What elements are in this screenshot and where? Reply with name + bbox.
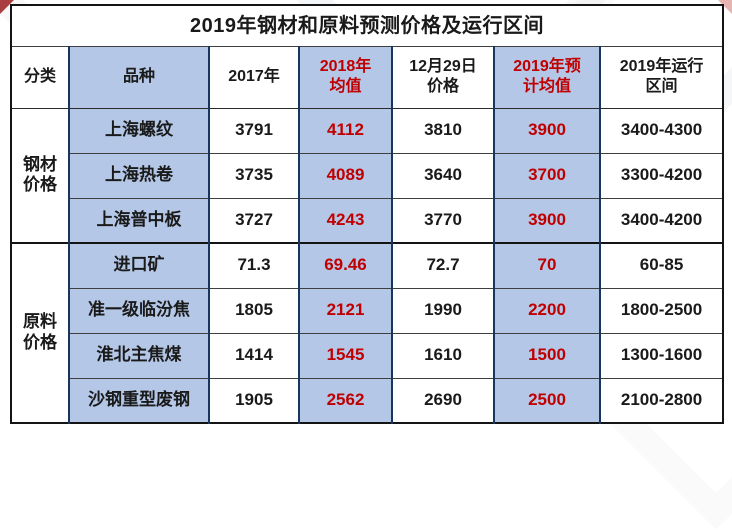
table-row: 淮北主焦煤 1414 1545 1610 1500 1300-1600 [11, 332, 724, 379]
table-row: 上海普中板 3727 4243 3770 3900 3400-4200 [11, 197, 724, 244]
cell-2019-range: 60-85 [599, 242, 724, 289]
cell-dec29: 3640 [391, 152, 495, 199]
column-header-2017: 2017年 [208, 45, 300, 109]
column-header-category: 分类 [10, 45, 70, 109]
table-row: 原料 价格 进口矿 71.3 69.46 72.7 70 60-85 [10, 242, 724, 424]
cell-2019-range: 3400-4200 [599, 197, 724, 244]
column-header-variety: 品种 [68, 45, 210, 109]
cell-dec29: 2690 [391, 377, 495, 424]
cell-2019-forecast: 3700 [493, 152, 601, 199]
cell-variety: 淮北主焦煤 [68, 332, 210, 379]
cell-variety: 沙钢重型废钢 [68, 377, 210, 424]
cell-2018-avg: 2121 [298, 287, 393, 334]
cell-variety: 准一级临汾焦 [68, 287, 210, 334]
price-forecast-table: 2019年钢材和原料预测价格及运行区间 分类 品种 2017年 2018年 均值… [10, 4, 725, 424]
table-row: 准一级临汾焦 1805 2121 1990 2200 1800-2500 [11, 287, 724, 334]
cell-variety: 上海普中板 [68, 197, 210, 244]
column-header-2019-range: 2019年运行 区间 [599, 45, 724, 109]
cell-dec29: 3770 [391, 197, 495, 244]
cell-2019-range: 3300-4200 [599, 152, 724, 199]
cell-2019-forecast: 2500 [493, 377, 601, 424]
cell-2017: 3735 [208, 152, 300, 199]
cell-2019-forecast: 3900 [493, 197, 601, 244]
cell-2017: 1905 [208, 377, 300, 424]
cell-dec29: 3810 [391, 107, 495, 154]
table-title: 2019年钢材和原料预测价格及运行区间 [10, 4, 724, 47]
cell-2019-forecast: 2200 [493, 287, 601, 334]
cell-2017: 1414 [208, 332, 300, 379]
cell-2018-avg: 1545 [298, 332, 393, 379]
cell-2017: 3727 [208, 197, 300, 244]
group-label-raw-materials: 原料 价格 [10, 242, 70, 424]
cell-2018-avg: 4243 [298, 197, 393, 244]
cell-2018-avg: 4112 [298, 107, 393, 154]
cell-2019-range: 2100-2800 [599, 377, 724, 424]
header-row: 分类 品种 2017年 2018年 均值 12月29日 价格 2019年预 计均… [10, 45, 724, 109]
cell-2019-range: 1800-2500 [599, 287, 724, 334]
group-label-steel: 钢材 价格 [10, 107, 70, 244]
cell-dec29: 1990 [391, 287, 495, 334]
cell-2019-forecast: 1500 [493, 332, 601, 379]
cell-2017: 3791 [208, 107, 300, 154]
table-row: 沙钢重型废钢 1905 2562 2690 2500 2100-2800 [11, 377, 724, 424]
table-title-row: 2019年钢材和原料预测价格及运行区间 [10, 4, 724, 47]
table-row: 钢材 价格 上海螺纹 3791 4112 3810 3900 3400-4300 [10, 107, 724, 244]
cell-2019-forecast: 70 [493, 242, 601, 289]
cell-dec29: 72.7 [391, 242, 495, 289]
cell-2019-range: 1300-1600 [599, 332, 724, 379]
cell-variety: 上海螺纹 [68, 107, 210, 154]
cell-2017: 1805 [208, 287, 300, 334]
column-header-2018-avg: 2018年 均值 [298, 45, 393, 109]
cell-dec29: 1610 [391, 332, 495, 379]
cell-2019-forecast: 3900 [493, 107, 601, 154]
cell-variety: 上海热卷 [68, 152, 210, 199]
cell-2018-avg: 4089 [298, 152, 393, 199]
cell-2019-range: 3400-4300 [599, 107, 724, 154]
cell-2018-avg: 2562 [298, 377, 393, 424]
cell-2017: 71.3 [208, 242, 300, 289]
column-header-2019-forecast: 2019年预 计均值 [493, 45, 601, 109]
cell-variety: 进口矿 [68, 242, 210, 289]
cell-2018-avg: 69.46 [298, 242, 393, 289]
table-row: 上海热卷 3735 4089 3640 3700 3300-4200 [11, 152, 724, 199]
column-header-dec29: 12月29日 价格 [391, 45, 495, 109]
